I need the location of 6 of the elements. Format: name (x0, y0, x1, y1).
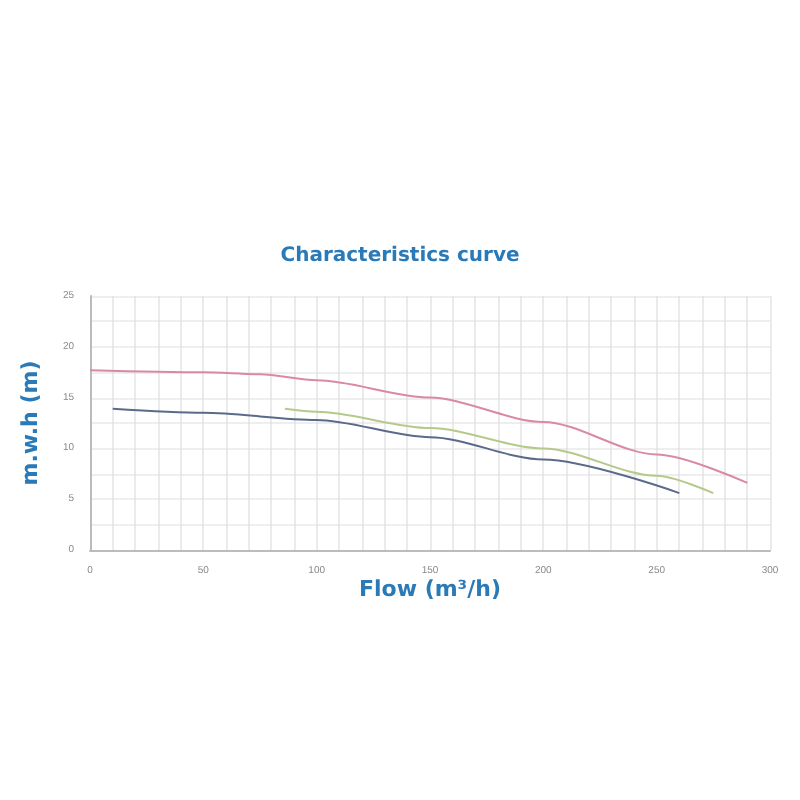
line-series (89, 369, 749, 484)
chart-title: Characteristics curve (280, 245, 520, 267)
x-axis-title: Flow (m³/h) (358, 576, 502, 602)
line-series (111, 407, 681, 495)
y-axis-title: m.w.h (m) (17, 360, 44, 486)
line-series (283, 407, 715, 495)
